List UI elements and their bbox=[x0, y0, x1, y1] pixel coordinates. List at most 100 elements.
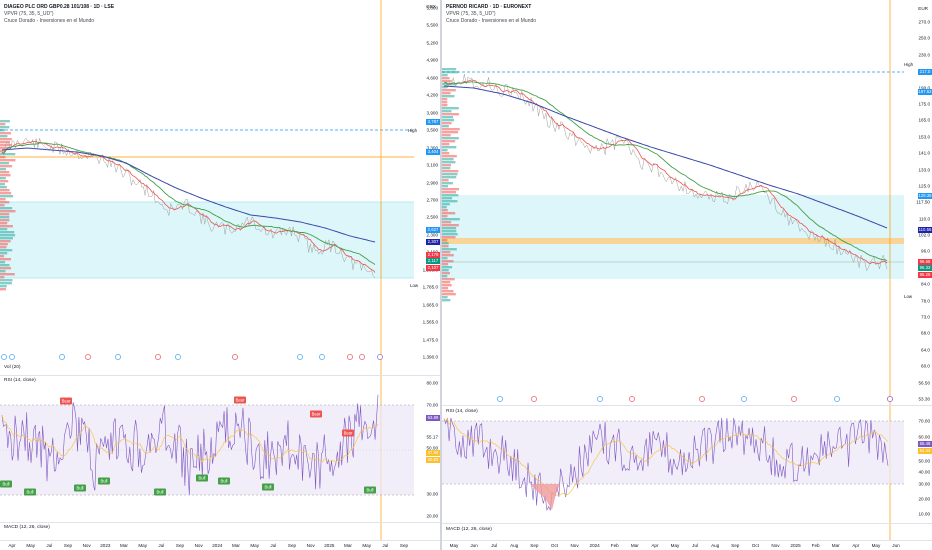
rsi-tick-label: 30.00 bbox=[918, 481, 931, 487]
volume-profile-bar bbox=[442, 236, 456, 239]
chart-panel-diageo[interactable]: Bear Bear Bear Bear Bull Bull Bull Bull Bull Bull… bbox=[0, 0, 440, 550]
volume-profile-bar bbox=[442, 140, 456, 143]
symbol-title[interactable]: PERNOD RICARD · 1D · EURONEXT bbox=[446, 4, 532, 10]
price-chart-diageo[interactable]: Bear Bear Bear Bear Bull Bull Bull Bull Bull Bull… bbox=[0, 0, 440, 550]
price-axis[interactable]: 270.0250.0230.0210.0190.0175.0165.0153.0… bbox=[906, 0, 932, 540]
vpvr-label[interactable]: VPVR (75, 35, 5_UD") bbox=[4, 11, 54, 17]
price-tick-label: 60.0 bbox=[921, 363, 930, 369]
event-marker-icon bbox=[629, 396, 635, 402]
event-marker-icon bbox=[834, 396, 840, 402]
volume-profile-bar bbox=[0, 264, 10, 267]
event-marker-icon bbox=[9, 354, 15, 360]
chart-legend: DIAGEO PLC ORD GBP0.28 101/108 · 1D · LS… bbox=[4, 4, 114, 25]
time-tick-label: Nov bbox=[771, 543, 780, 548]
time-tick-label: 2025 bbox=[324, 543, 335, 548]
indicator-label[interactable]: Cruce Dorado - Inversiones en el Mundo bbox=[446, 18, 537, 24]
time-tick-label: Mar bbox=[232, 543, 240, 548]
price-tag: 3,404 bbox=[426, 149, 440, 155]
rsi-label[interactable]: RSI (14, close) bbox=[4, 378, 36, 383]
volume-profile-bar bbox=[442, 284, 452, 287]
rsi-band bbox=[442, 421, 904, 484]
volume-profile-bar bbox=[0, 213, 10, 216]
volume-profile-bar bbox=[0, 225, 13, 228]
rsi-line bbox=[443, 417, 889, 512]
rsi-tick-label: 40.00 bbox=[918, 469, 931, 475]
indicator-label[interactable]: Cruce Dorado - Inversiones en el Mundo bbox=[4, 18, 95, 24]
bull-signal-badge bbox=[364, 486, 376, 494]
bull-signal-badge bbox=[0, 480, 12, 488]
volume-profile-bar bbox=[0, 201, 10, 204]
event-marker-icon bbox=[175, 354, 181, 360]
symbol-title[interactable]: DIAGEO PLC ORD GBP0.28 101/108 · 1D · LS… bbox=[4, 4, 115, 10]
time-tick-label: Apr bbox=[651, 543, 659, 548]
price-tag: 2,307 bbox=[426, 239, 440, 245]
price-tick-label: 53.30 bbox=[918, 396, 931, 402]
volume-profile-bar bbox=[0, 120, 10, 123]
chart-legend: PERNOD RICARD · 1D · EURONEXT VPVR (75, … bbox=[446, 4, 536, 25]
panel-divider[interactable] bbox=[440, 0, 442, 550]
time-axis[interactable]: May Jun Jul Aug Sep Oct Nov 2024 Feb Mar Apr May Jul… bbox=[442, 540, 932, 550]
volume-profile-bar bbox=[442, 164, 451, 167]
volume-profile-bar bbox=[442, 275, 448, 278]
time-tick-label: Oct bbox=[550, 543, 559, 548]
time-tick-label: Nov bbox=[306, 543, 315, 548]
volume-profile-bar bbox=[442, 269, 449, 272]
volume-profile-bar bbox=[442, 278, 455, 281]
signal-label: Bull bbox=[367, 488, 374, 493]
volume-profile-bar bbox=[442, 107, 459, 110]
price-tick-label: 270.0 bbox=[918, 19, 931, 25]
time-tick-label: Jul bbox=[158, 543, 165, 548]
volume-profile-bar bbox=[442, 299, 451, 302]
volume-profile-bar bbox=[442, 260, 454, 263]
volume-profile-bar bbox=[0, 177, 6, 180]
volume-profile-bar bbox=[442, 176, 457, 179]
event-marker-icon bbox=[59, 354, 65, 360]
volume-profile-bar bbox=[442, 290, 454, 293]
volume-profile-bar bbox=[442, 239, 448, 242]
volume-profile-bar bbox=[0, 126, 10, 129]
price-tick-label: 2,500 bbox=[426, 214, 439, 220]
signal-label: Bull bbox=[221, 479, 228, 484]
time-tick-label: Nov bbox=[570, 543, 579, 548]
time-tick-label: 2024 bbox=[589, 543, 600, 548]
volume-profile-bar bbox=[0, 138, 12, 141]
rsi-tick-label: 80.00 bbox=[426, 380, 439, 386]
price-tag: 55.48 bbox=[918, 441, 932, 447]
price-axis[interactable]: 5,800 5,500 5,200 4,900 4,600 4,200 3,900 3,500… bbox=[414, 0, 440, 540]
macd-label[interactable]: MACD (12, 26, close) bbox=[4, 525, 50, 530]
volume-profile-bar bbox=[0, 255, 5, 258]
volume-profile-bar bbox=[0, 243, 8, 246]
chart-panel-pernod[interactable]: PERNOD RICARD · 1D · EURONEXT VPVR (75, … bbox=[442, 0, 932, 550]
rsi-label[interactable]: RSI (14, close) bbox=[446, 409, 478, 414]
volume-profile-bar bbox=[0, 123, 6, 126]
price-tick-label: 250.0 bbox=[918, 35, 931, 41]
time-tick-label: Sep bbox=[530, 543, 539, 548]
volume-profile-bar bbox=[0, 228, 8, 231]
volume-profile-bar bbox=[442, 263, 449, 266]
event-marker-icon bbox=[497, 396, 503, 402]
price-tag: 217.0 bbox=[918, 69, 932, 75]
price-tag: 63.89 bbox=[426, 415, 440, 421]
event-marker-icon bbox=[699, 396, 705, 402]
volume-profile-bar bbox=[442, 131, 459, 134]
rsi-tick-label: 70.00 bbox=[426, 402, 439, 408]
volume-profile-bar bbox=[0, 132, 12, 135]
volume-profile-bar bbox=[442, 296, 448, 299]
price-chart-pernod[interactable] bbox=[442, 0, 932, 550]
time-axis[interactable]: Apr May Jul Sep Nov 2023 Mar May Jul Sep Nov 2024 Ma… bbox=[0, 540, 440, 550]
price-tick-label: 64.0 bbox=[921, 347, 930, 353]
time-tick-label: 2024 bbox=[212, 543, 223, 548]
event-marker-icon bbox=[297, 354, 303, 360]
volume-profile-bar bbox=[442, 191, 456, 194]
price-tick-label: 84.0 bbox=[921, 281, 930, 287]
volume-profile-bar bbox=[442, 161, 456, 164]
price-tick-label: 133.0 bbox=[918, 167, 931, 173]
vpvr-label[interactable]: VPVR (75, 35, 5_UD") bbox=[446, 11, 496, 17]
volume-profile-bar bbox=[0, 237, 13, 240]
price-tick-label: 110.0 bbox=[918, 216, 930, 222]
volume-label[interactable]: Vol (20) bbox=[4, 365, 21, 370]
event-marker-icon bbox=[155, 354, 161, 360]
volume-profile-bar bbox=[442, 212, 456, 215]
macd-label[interactable]: MACD (12, 26, close) bbox=[446, 527, 492, 532]
volume-profile-bar bbox=[442, 146, 457, 149]
